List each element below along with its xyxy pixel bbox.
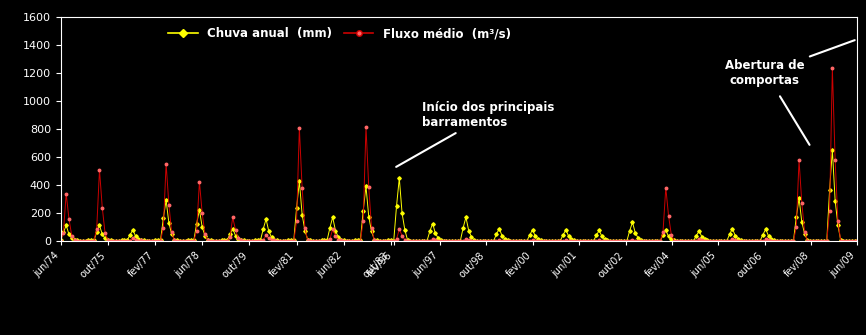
Legend: Chuva anual  (mm), Fluxo médio  (m³/s): Chuva anual (mm), Fluxo médio (m³/s) [164, 23, 515, 45]
Text: Início dos principais
barramentos: Início dos principais barramentos [396, 101, 554, 167]
Text: Abertura de
comportas: Abertura de comportas [725, 40, 855, 87]
